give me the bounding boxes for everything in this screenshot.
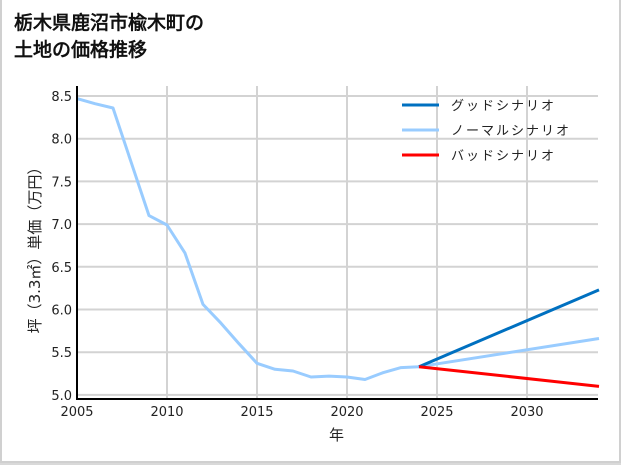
y-tick-label: 6.0	[51, 304, 72, 319]
x-tick-label: 2020	[330, 405, 363, 420]
axes: 5.0 5.5 6.0 6.5 7.0 7.5 8.0 8.5 2005 2010 2015 2020…	[26, 86, 598, 444]
legend-label: ノーマルシナリオ	[451, 124, 571, 139]
y-tick-label: 8.0	[51, 133, 72, 148]
legend-label: グッドシナリオ	[451, 99, 556, 114]
y-tick-label: 7.5	[51, 175, 72, 190]
x-tick-label: 2025	[420, 405, 453, 420]
y-tick-label: 5.0	[51, 389, 72, 404]
y-tick-label: 6.5	[51, 261, 72, 276]
series-line	[76, 97, 600, 381]
x-axis-label: 年	[329, 426, 344, 444]
chart-title: 栃木県鹿沼市楡木町の 土地の価格推移	[14, 12, 205, 61]
x-tick-label: 2005	[60, 405, 93, 420]
x-tick-label: 2015	[240, 405, 273, 420]
x-tick-label: 2030	[510, 405, 543, 420]
series-line	[418, 365, 600, 388]
y-tick-label: 7.0	[51, 218, 72, 233]
x-tick-label: 2010	[150, 405, 183, 420]
series-line	[418, 288, 600, 369]
y-tick-label: 8.5	[51, 90, 72, 105]
legend-label: バッドシナリオ	[451, 149, 556, 164]
y-tick-label: 5.5	[51, 346, 72, 361]
y-axis-label: 坪（3.3㎡）単価（万円）	[26, 160, 44, 334]
data-series	[76, 97, 600, 388]
